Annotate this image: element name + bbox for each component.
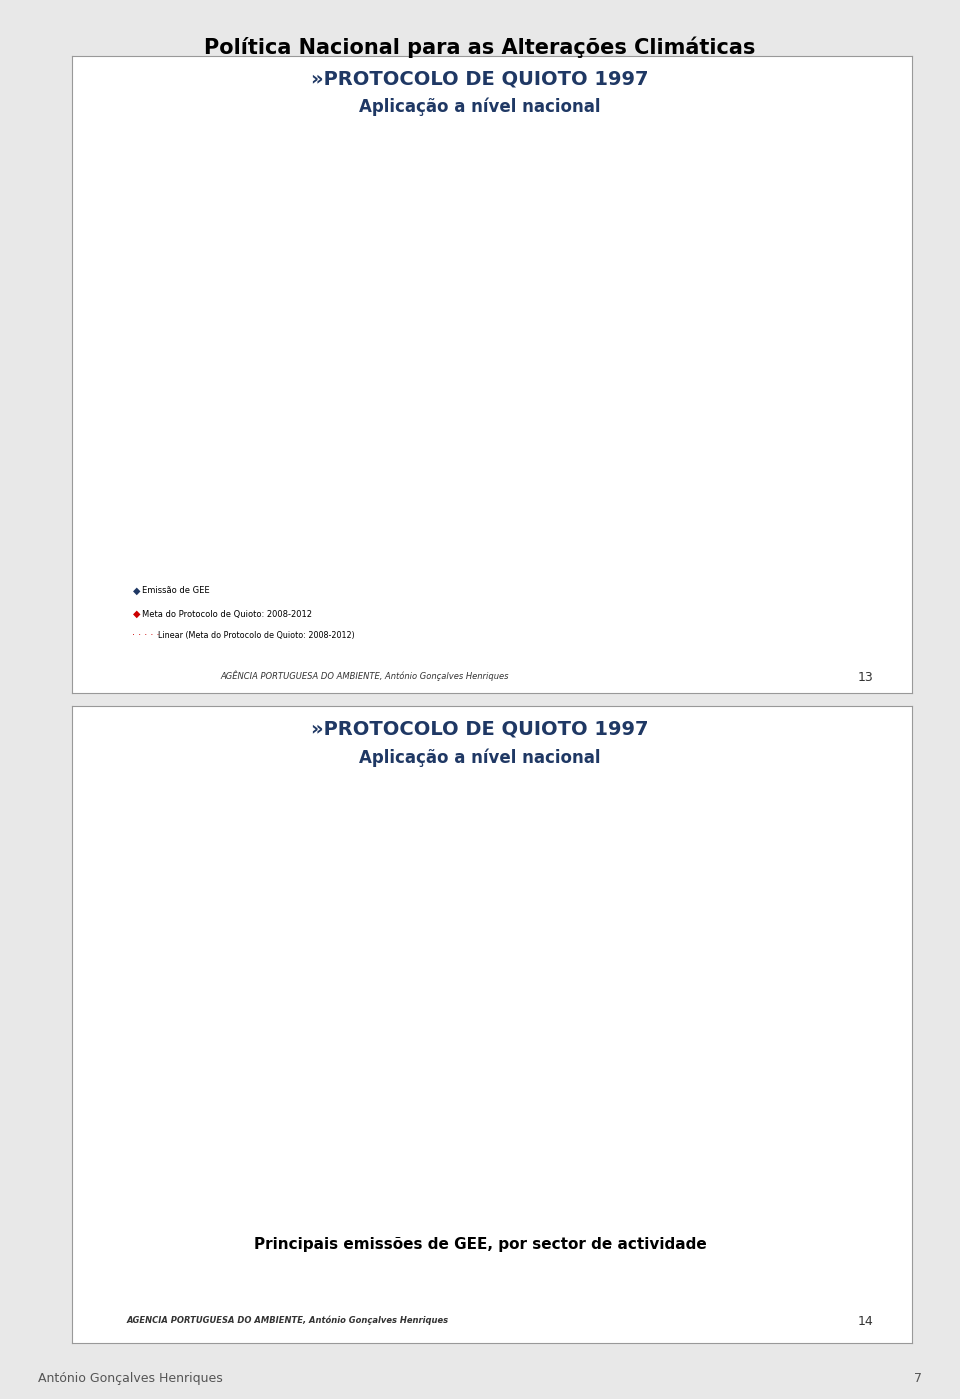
Bar xyxy=(280,1132,334,1157)
Point xyxy=(253,259,269,281)
Point xyxy=(359,255,374,277)
Point xyxy=(228,270,243,292)
Point xyxy=(347,259,362,281)
Bar xyxy=(729,225,767,270)
Point xyxy=(320,180,335,203)
Text: Aplicação a nível nacional: Aplicação a nível nacional xyxy=(359,748,601,767)
Text: ◆: ◆ xyxy=(132,609,140,620)
Bar xyxy=(172,1191,226,1203)
Bar xyxy=(389,1056,443,1132)
Legend: Emissões Fugitivas, Outros, Instalações Pequena Dimensão, Transportes, Indústria: Emissões Fugitivas, Outros, Instalações … xyxy=(476,823,656,974)
Point xyxy=(294,187,309,210)
Bar xyxy=(172,1130,226,1150)
Bar xyxy=(389,881,443,887)
Point xyxy=(412,222,427,246)
Bar xyxy=(172,1150,226,1188)
Bar xyxy=(172,1188,226,1191)
Text: Linear (Meta do Protocolo de Quioto: 2008-2012): Linear (Meta do Protocolo de Quioto: 200… xyxy=(158,631,355,639)
Y-axis label: Emissões de GEE (kt de CO₂e): Emissões de GEE (kt de CO₂e) xyxy=(520,299,530,435)
Text: Política Nacional para as Alterações Climáticas: Política Nacional para as Alterações Cli… xyxy=(204,36,756,57)
Text: »PROTOCOLO DE QUIOTO 1997: »PROTOCOLO DE QUIOTO 1997 xyxy=(311,70,649,90)
Point xyxy=(333,187,348,210)
Text: 13: 13 xyxy=(858,672,874,684)
Point xyxy=(412,183,427,206)
Point xyxy=(399,241,415,263)
Point xyxy=(188,277,204,299)
Text: Meta do Protocolo de Quioto: 2008-2012: Meta do Protocolo de Quioto: 2008-2012 xyxy=(142,610,312,618)
Text: António Gonçalves Henriques: António Gonçalves Henriques xyxy=(38,1372,223,1385)
Bar xyxy=(588,327,627,376)
Point xyxy=(161,281,177,304)
Bar xyxy=(172,960,226,965)
Point xyxy=(386,187,401,210)
Text: ◆: ◆ xyxy=(132,585,140,596)
Point xyxy=(372,250,388,273)
Point xyxy=(214,267,229,290)
Bar xyxy=(588,305,627,327)
Point xyxy=(306,183,322,206)
Legend: N2O, CH4, CO2: N2O, CH4, CO2 xyxy=(796,172,845,217)
Bar xyxy=(659,278,697,567)
Point xyxy=(267,245,282,267)
Bar xyxy=(389,1186,443,1188)
Text: AGÊNCIA PORTUGUESA DO AMBIENTE, António Gonçalves Henriques: AGÊNCIA PORTUGUESA DO AMBIENTE, António … xyxy=(221,670,509,681)
Text: AGENCIA PORTUGUESA DO AMBIENTE, António Gonçalves Henriques: AGENCIA PORTUGUESA DO AMBIENTE, António … xyxy=(127,1315,449,1325)
Bar xyxy=(172,1020,226,1055)
Point xyxy=(280,218,296,241)
Text: 7: 7 xyxy=(914,1372,922,1385)
Bar xyxy=(280,1186,334,1188)
Point xyxy=(347,183,362,206)
Point xyxy=(241,263,256,285)
Y-axis label: Emissões de GEE (kt de CO2 equivalente): Emissões de GEE (kt de CO2 equivalente) xyxy=(101,919,109,1109)
Bar xyxy=(280,939,334,1023)
Bar xyxy=(389,930,443,1023)
Bar xyxy=(280,1056,334,1132)
Bar xyxy=(280,1157,334,1186)
Bar xyxy=(172,1055,226,1130)
Bar xyxy=(172,979,226,1021)
Bar xyxy=(659,234,697,278)
Text: Aplicação a nível nacional: Aplicação a nível nacional xyxy=(359,98,601,116)
Point xyxy=(175,285,190,308)
Point xyxy=(425,222,441,246)
Text: Principais emissões de GEE, por sector de actividade: Principais emissões de GEE, por sector d… xyxy=(253,1237,707,1252)
Bar xyxy=(280,909,334,939)
Bar xyxy=(389,897,443,930)
Bar xyxy=(280,901,334,909)
Bar xyxy=(588,376,627,567)
Point xyxy=(372,186,388,208)
Point xyxy=(399,192,415,214)
Bar xyxy=(172,956,226,960)
Bar xyxy=(799,203,837,239)
Bar xyxy=(389,1188,443,1203)
Text: 14: 14 xyxy=(858,1315,874,1328)
Bar xyxy=(799,239,837,283)
Bar xyxy=(280,897,334,901)
Bar xyxy=(280,1023,334,1056)
Bar xyxy=(729,183,767,225)
Bar xyxy=(799,283,837,567)
Y-axis label: Emissões de GEE (kt de CO₂e): Emissões de GEE (kt de CO₂e) xyxy=(74,299,84,435)
Point xyxy=(201,271,216,294)
Text: · · · · ·: · · · · · xyxy=(132,630,160,641)
Bar xyxy=(280,1188,334,1203)
Bar xyxy=(389,887,443,897)
Bar xyxy=(659,194,697,234)
Bar xyxy=(389,1132,443,1157)
Text: Emissão de GEE: Emissão de GEE xyxy=(142,586,209,595)
Bar xyxy=(389,1157,443,1186)
Bar xyxy=(172,965,226,979)
Point xyxy=(148,290,163,312)
Bar xyxy=(729,270,767,567)
Bar xyxy=(389,1023,443,1056)
Point xyxy=(359,192,374,214)
Point xyxy=(386,245,401,267)
Text: »PROTOCOLO DE QUIOTO 1997: »PROTOCOLO DE QUIOTO 1997 xyxy=(311,719,649,739)
